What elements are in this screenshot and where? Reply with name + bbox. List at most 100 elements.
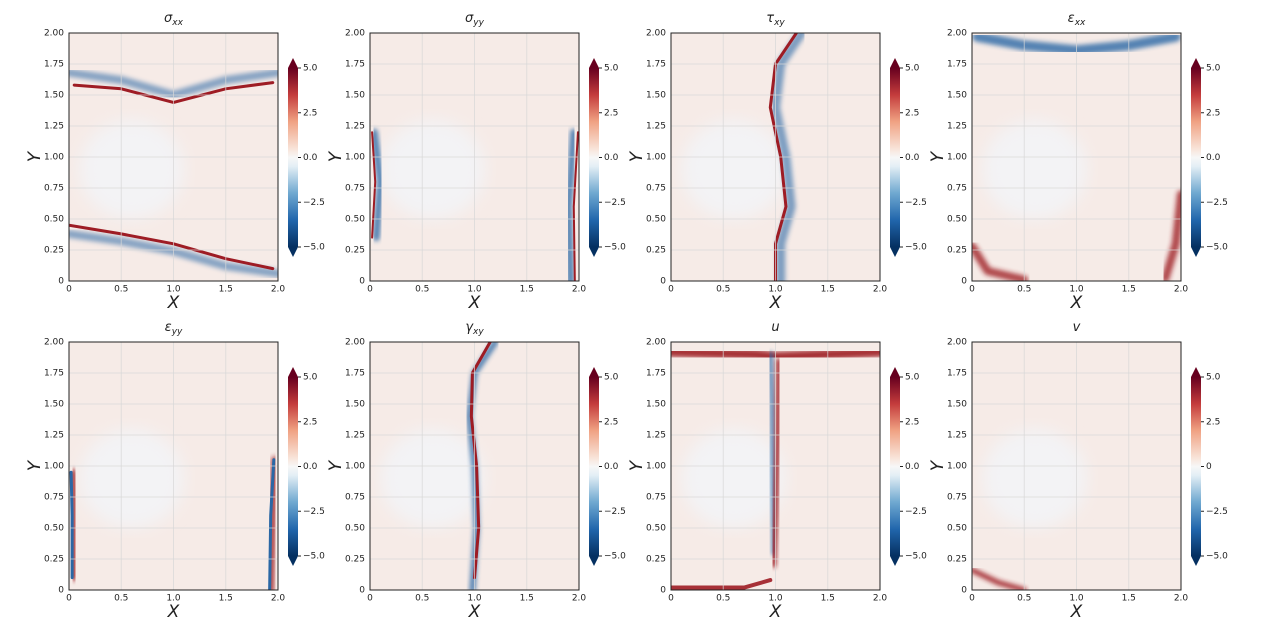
x-tick-label: 0 <box>969 285 975 295</box>
panel: 0 0.5 1.0 1.5 2.000.250.500.751.001.251.501.… <box>627 11 927 314</box>
panel: 0 0.5 1.0 1.5 2.000.250.500.751.001.251.501.… <box>627 320 927 623</box>
field-shade <box>681 119 786 219</box>
title-subscript: yy <box>472 18 484 28</box>
panel-title: σxx <box>164 11 184 28</box>
y-tick-label: 1.50 <box>646 91 666 101</box>
colorbar-tick-label: 5.0 <box>303 64 318 74</box>
x-tick-label: 1.5 <box>821 285 835 295</box>
colorbar-tick-label: −2.5 <box>604 198 626 208</box>
x-tick-label: 1.5 <box>520 594 534 604</box>
colorbar-tick-label: 2.5 <box>1206 108 1220 118</box>
y-tick-label: 1.00 <box>44 462 64 472</box>
plot-frame <box>670 32 881 282</box>
field-feature <box>1161 190 1181 281</box>
x-tick-label: 1.0 <box>467 594 482 604</box>
y-tick-label: 0.75 <box>345 493 365 503</box>
y-tick-label: 0.25 <box>44 555 64 565</box>
colorbar-tick-label: 5.0 <box>604 64 619 74</box>
colorbar-tick-label: 2.5 <box>604 108 618 118</box>
colorbar-extend-bottom <box>1191 247 1201 257</box>
y-tick-label: 2.00 <box>947 29 967 39</box>
x-axis-label: X <box>1070 293 1083 313</box>
y-tick-label: 1.00 <box>345 153 365 163</box>
panel-title: σyy <box>465 11 485 28</box>
plot-frame <box>68 341 279 591</box>
colorbar-tick-label: 2.5 <box>604 417 618 427</box>
panel: 0 0.5 1.0 1.5 2.000.250.500.751.001.251.501.… <box>25 320 325 623</box>
y-tick-label: 0 <box>660 586 666 596</box>
colorbar <box>288 377 298 556</box>
x-tick-label: 0 <box>668 594 674 604</box>
panel-title: εxx <box>1068 11 1086 28</box>
colorbar <box>1191 68 1201 247</box>
y-tick-label: 1.25 <box>646 122 666 132</box>
title-subscript: yy <box>171 327 183 337</box>
title-symbol: γ <box>465 320 474 335</box>
y-axis-label: Y <box>627 459 647 471</box>
y-tick-label: 2.00 <box>646 338 666 348</box>
colorbar-tick-label: 0.0 <box>604 153 619 163</box>
field-feature <box>466 342 499 590</box>
title-symbol: τ <box>766 11 774 26</box>
plot-frame <box>369 32 580 282</box>
y-tick-label: 0.25 <box>345 555 365 565</box>
title-symbol: ε <box>165 320 172 335</box>
y-tick-label: 1.50 <box>44 400 64 410</box>
x-tick-label: 1.5 <box>219 285 233 295</box>
y-tick-label: 0.75 <box>44 493 64 503</box>
colorbar-tick-label: −2.5 <box>303 198 325 208</box>
x-tick-label: 0 <box>969 594 975 604</box>
y-tick-label: 1.50 <box>947 91 967 101</box>
y-tick-label: 0.25 <box>947 555 967 565</box>
title-subscript: xx <box>171 18 183 28</box>
y-tick-label: 0.50 <box>947 524 967 534</box>
x-tick-label: 0.5 <box>716 285 730 295</box>
colorbar-tick-label: −5.0 <box>303 243 325 253</box>
colorbar-extend-bottom <box>288 247 298 257</box>
x-tick-label: 2.0 <box>873 285 888 295</box>
y-tick-label: 0 <box>961 277 967 287</box>
field <box>466 342 499 590</box>
x-tick-label: 1.0 <box>166 285 181 295</box>
x-tick-label: 0 <box>668 285 674 295</box>
y-axis-label: Y <box>25 459 45 471</box>
colorbar-tick-label: 0.0 <box>905 462 920 472</box>
y-tick-label: 0.75 <box>345 184 365 194</box>
title-symbol: u <box>771 320 779 335</box>
field-feature <box>69 468 79 582</box>
y-tick-label: 1.25 <box>947 122 967 132</box>
colorbar-extend-top <box>1191 367 1201 377</box>
y-axis-label: Y <box>627 150 647 162</box>
y-tick-label: 0 <box>58 277 64 287</box>
y-tick-label: 0.75 <box>947 493 967 503</box>
y-tick-label: 1.75 <box>947 60 967 70</box>
y-tick-label: 2.00 <box>345 338 365 348</box>
y-tick-label: 0.25 <box>44 246 64 256</box>
y-tick-label: 1.25 <box>947 431 967 441</box>
x-tick-label: 1.0 <box>768 594 783 604</box>
panel-title: u <box>771 320 779 335</box>
field-shade <box>380 428 485 528</box>
x-axis-label: X <box>167 293 180 313</box>
y-tick-label: 1.00 <box>947 462 967 472</box>
panel: 0 0.5 1.0 1.5 2.000.250.500.751.001.251.501.… <box>25 11 325 314</box>
y-tick-label: 0.50 <box>646 215 666 225</box>
colorbar-tick-label: 0.0 <box>905 153 920 163</box>
x-tick-label: 0 <box>66 285 72 295</box>
x-tick-label: 0.5 <box>716 594 730 604</box>
colorbar-tick-label: −5.0 <box>303 552 325 562</box>
y-tick-label: 1.75 <box>345 60 365 70</box>
y-axis-label: Y <box>326 150 346 162</box>
y-tick-label: 1.50 <box>646 400 666 410</box>
y-tick-label: 1.50 <box>947 400 967 410</box>
field <box>972 567 1027 590</box>
y-tick-label: 0.25 <box>646 555 666 565</box>
y-tick-label: 0.75 <box>44 184 64 194</box>
colorbar-tick-label: 0.0 <box>303 153 318 163</box>
title-subscript: xy <box>472 327 484 337</box>
y-tick-label: 0 <box>359 277 365 287</box>
x-tick-label: 2.0 <box>572 285 587 295</box>
field-feature <box>770 358 782 568</box>
x-tick-label: 0 <box>367 285 373 295</box>
